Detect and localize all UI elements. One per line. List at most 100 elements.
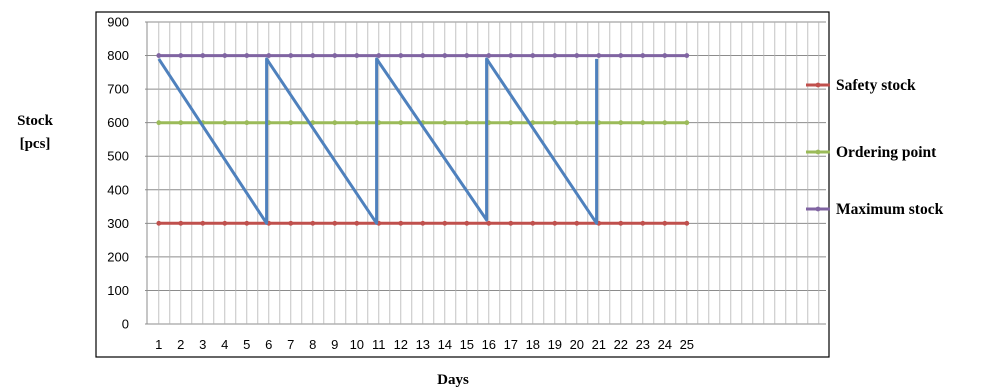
x-tick-label: 10 — [350, 337, 364, 352]
x-axis-title: Days — [437, 372, 469, 388]
x-axis-ticks: 1 2 3 4 5 6 7 8 9 10 11 12 13 14 15 16 17 18 19 20 21 22 23 24 2… — [155, 337, 694, 352]
series-point — [332, 220, 338, 226]
x-tick-label: 1 — [155, 337, 162, 352]
series-point — [222, 120, 228, 126]
series-point — [266, 53, 272, 58]
series-point — [486, 53, 492, 58]
series-point — [244, 220, 250, 226]
series-point — [574, 220, 580, 226]
series-point — [530, 53, 536, 58]
x-tick-label: 9 — [331, 337, 338, 352]
series-point — [288, 53, 294, 58]
x-tick-label: 18 — [526, 337, 540, 352]
x-tick-label: 5 — [243, 337, 250, 352]
series-point — [376, 53, 382, 58]
x-tick-label: 16 — [482, 337, 496, 352]
series-point — [156, 220, 162, 226]
series-point — [420, 53, 426, 58]
x-tick-label: 8 — [309, 337, 316, 352]
series-point — [508, 53, 514, 58]
y-axis-ticks: 0 100 200 300 400 500 600 700 800 900 — [107, 15, 129, 332]
y-tick-label: 400 — [107, 182, 129, 197]
legend-label: Safety stock — [836, 77, 916, 94]
chart-legend: Safety stock Ordering point Maximum stock — [806, 77, 944, 218]
series-point — [618, 120, 624, 126]
y-tick-label: 800 — [107, 48, 129, 63]
series-point — [662, 220, 668, 226]
series-point — [662, 53, 668, 58]
x-tick-label: 14 — [438, 337, 452, 352]
series-point — [574, 53, 580, 58]
series-point — [354, 120, 360, 126]
y-tick-label: 100 — [107, 283, 129, 298]
stock-level-line — [157, 57, 599, 225]
x-tick-label: 23 — [636, 337, 650, 352]
series-point — [442, 53, 448, 58]
x-tick-label: 12 — [394, 337, 408, 352]
series-point — [222, 53, 228, 58]
series-point — [508, 220, 514, 226]
legend-label: Maximum stock — [836, 201, 944, 218]
series-point — [552, 120, 558, 126]
series-point — [530, 220, 536, 226]
series-point — [156, 53, 162, 58]
y-axis-title-line1: Stock — [17, 113, 53, 129]
x-tick-label: 13 — [416, 337, 430, 352]
series-point — [222, 220, 228, 226]
x-tick-label: 24 — [658, 337, 672, 352]
series-point — [288, 120, 294, 126]
x-tick-label: 19 — [548, 337, 562, 352]
series-point — [574, 120, 580, 126]
series-point — [310, 53, 316, 58]
series-point — [618, 220, 624, 226]
series-point — [200, 220, 206, 226]
series-point — [618, 53, 624, 58]
series-point — [552, 220, 558, 226]
series-point — [684, 220, 690, 226]
x-tick-label: 3 — [199, 337, 206, 352]
series-point — [596, 53, 602, 58]
series-point — [464, 120, 470, 126]
x-tick-label: 7 — [287, 337, 294, 352]
series-point — [684, 120, 690, 126]
y-tick-label: 200 — [107, 249, 129, 264]
y-tick-label: 700 — [107, 82, 129, 97]
series-point — [156, 120, 162, 126]
series-point — [640, 220, 646, 226]
y-axis-title-line2: [pcs] — [20, 136, 51, 152]
series-point — [178, 53, 184, 58]
x-tick-label: 22 — [614, 337, 628, 352]
series-point — [508, 120, 514, 126]
series-point — [684, 53, 690, 58]
series-point — [640, 53, 646, 58]
series-point — [288, 220, 294, 226]
series-point — [486, 220, 492, 226]
legend-marker — [815, 206, 821, 212]
legend-label: Ordering point — [836, 144, 937, 161]
series-point — [354, 53, 360, 58]
x-tick-label: 17 — [504, 337, 518, 352]
x-tick-label: 2 — [177, 337, 184, 352]
y-tick-label: 600 — [107, 115, 129, 130]
series-point — [420, 220, 426, 226]
legend-marker — [815, 82, 821, 88]
chart-series — [156, 53, 690, 226]
series-point — [398, 220, 404, 226]
legend-marker — [815, 149, 821, 155]
series-point — [200, 53, 206, 58]
y-tick-label: 300 — [107, 216, 129, 231]
series-point — [442, 120, 448, 126]
series-point — [398, 120, 404, 126]
series-point — [178, 120, 184, 126]
y-tick-label: 0 — [122, 317, 129, 332]
series-point — [640, 120, 646, 126]
x-tick-label: 15 — [460, 337, 474, 352]
series-point — [552, 53, 558, 58]
x-tick-label: 6 — [265, 337, 272, 352]
x-tick-label: 21 — [592, 337, 606, 352]
series-point — [332, 120, 338, 126]
series-point — [464, 53, 470, 58]
series-point — [178, 220, 184, 226]
x-tick-label: 11 — [372, 337, 386, 352]
series-point — [662, 120, 668, 126]
